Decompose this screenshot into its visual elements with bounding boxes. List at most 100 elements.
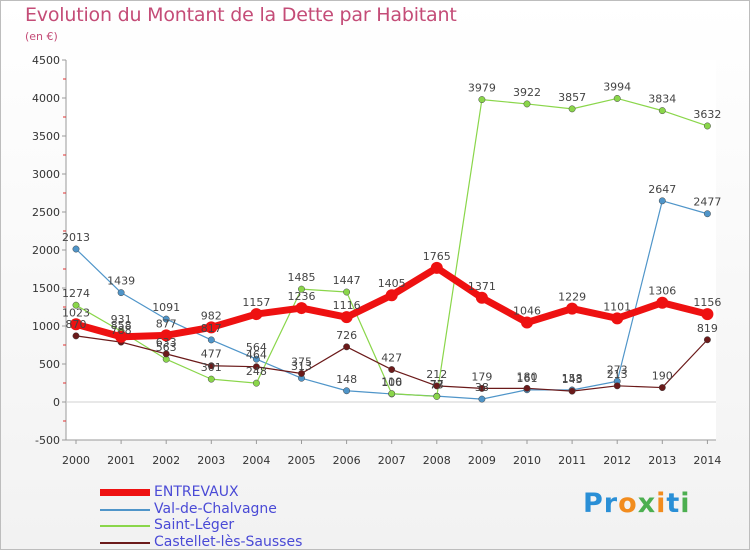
data-point-castellet-l-s-sausses <box>298 370 305 377</box>
data-label-saint-l-ger: 3834 <box>648 93 676 106</box>
data-point-saint-l-ger <box>568 105 576 113</box>
data-label-castellet-l-s-sausses: 180 <box>517 370 538 383</box>
data-point-entrevaux <box>566 302 579 315</box>
data-point-castellet-l-s-sausses <box>703 336 711 344</box>
x-tick-label: 2008 <box>423 454 451 467</box>
data-label-val-de-chalvagne: 2647 <box>648 183 676 196</box>
data-point-saint-l-ger <box>343 288 351 296</box>
y-tick-label: 3000 <box>32 168 60 181</box>
data-point-saint-l-ger <box>388 390 396 398</box>
data-label-val-de-chalvagne: 106 <box>381 376 402 389</box>
data-label-saint-l-ger: 3994 <box>603 80 631 93</box>
data-label-castellet-l-s-sausses: 464 <box>246 349 267 362</box>
data-label-saint-l-ger: 110 <box>381 376 402 389</box>
data-label-castellet-l-s-sausses: 375 <box>291 356 312 369</box>
data-label-saint-l-ger: 3979 <box>468 82 496 95</box>
legend-swatch <box>100 489 150 496</box>
data-label-entrevaux: 1046 <box>513 305 541 318</box>
data-label-val-de-chalvagne: 1091 <box>152 301 180 314</box>
data-label-entrevaux: 1236 <box>288 290 316 303</box>
x-tick-label: 2006 <box>333 454 361 467</box>
data-point-val-de-chalvagne <box>343 387 351 395</box>
data-label-castellet-l-s-sausses: 726 <box>336 329 357 342</box>
logo-letter: r <box>603 488 619 519</box>
y-tick-label: -500 <box>35 434 60 447</box>
data-label-entrevaux: 1156 <box>693 296 721 309</box>
data-label-val-de-chalvagne: 313 <box>291 360 312 373</box>
data-point-saint-l-ger <box>298 285 305 293</box>
data-point-val-de-chalvagne <box>252 355 260 363</box>
data-point-saint-l-ger <box>523 100 531 108</box>
x-tick-label: 2007 <box>378 454 406 467</box>
data-point-castellet-l-s-sausses <box>252 363 260 371</box>
data-label-val-de-chalvagne: 77 <box>430 378 444 391</box>
data-point-saint-l-ger <box>433 393 441 400</box>
data-point-castellet-l-s-sausses <box>568 387 576 395</box>
data-point-saint-l-ger <box>658 107 666 115</box>
x-tick-label: 2010 <box>513 454 541 467</box>
x-tick-label: 2000 <box>62 454 90 467</box>
y-tick-label: 2000 <box>32 244 60 257</box>
data-label-entrevaux: 858 <box>111 319 132 332</box>
data-point-castellet-l-s-sausses <box>162 350 170 358</box>
data-point-castellet-l-s-sausses <box>343 343 351 351</box>
y-tick-label: 500 <box>39 358 60 371</box>
x-tick-label: 2003 <box>197 454 225 467</box>
data-label-castellet-l-s-sausses: 819 <box>697 322 718 335</box>
data-label-castellet-l-s-sausses: 190 <box>652 370 673 383</box>
data-point-saint-l-ger <box>207 375 215 383</box>
x-tick-label: 2009 <box>468 454 496 467</box>
data-point-saint-l-ger <box>478 96 486 104</box>
data-point-entrevaux <box>656 296 669 309</box>
data-point-saint-l-ger <box>252 379 260 387</box>
data-label-castellet-l-s-sausses: 143 <box>562 373 583 386</box>
x-tick-label: 2002 <box>152 454 180 467</box>
data-point-entrevaux <box>115 330 128 343</box>
data-point-entrevaux <box>521 316 533 329</box>
data-label-saint-l-ger: 301 <box>201 361 222 374</box>
data-label-val-de-chalvagne: 38 <box>475 381 489 394</box>
data-label-castellet-l-s-sausses: 788 <box>111 324 132 337</box>
data-label-castellet-l-s-sausses: 179 <box>471 370 492 383</box>
data-label-castellet-l-s-sausses: 427 <box>381 352 402 365</box>
x-tick-label: 2004 <box>242 454 270 467</box>
data-point-val-de-chalvagne <box>658 197 666 205</box>
y-tick-label: 4500 <box>32 54 60 67</box>
data-point-saint-l-ger <box>613 95 621 102</box>
data-point-entrevaux <box>475 291 488 304</box>
legend-label: Saint-Léger <box>154 517 235 533</box>
x-tick-label: 2013 <box>648 454 676 467</box>
data-point-castellet-l-s-sausses <box>523 384 531 392</box>
data-point-entrevaux <box>205 321 218 334</box>
data-label-saint-l-ger: 1447 <box>333 274 361 287</box>
data-label-val-de-chalvagne: 817 <box>201 322 222 335</box>
data-label-castellet-l-s-sausses: 870 <box>66 318 87 331</box>
data-label-castellet-l-s-sausses: 633 <box>156 336 177 349</box>
proxiti-logo: Proxiti <box>583 488 691 519</box>
data-label-val-de-chalvagne: 158 <box>562 372 583 385</box>
legend-label: ENTREVAUX <box>154 484 239 500</box>
x-tick-label: 2005 <box>288 454 316 467</box>
data-label-saint-l-ger: 248 <box>246 365 267 378</box>
data-point-castellet-l-s-sausses <box>72 332 80 340</box>
data-label-saint-l-ger: 3922 <box>513 86 541 99</box>
data-point-saint-l-ger <box>72 301 80 309</box>
data-label-val-de-chalvagne: 1439 <box>107 275 135 288</box>
data-point-entrevaux <box>430 261 443 274</box>
data-point-entrevaux <box>611 312 624 325</box>
y-tick-label: 3500 <box>32 130 60 143</box>
legend-label: Castellet-lès-Sausses <box>154 533 303 550</box>
data-label-entrevaux: 1023 <box>62 306 90 319</box>
data-point-castellet-l-s-sausses <box>207 362 215 370</box>
data-point-val-de-chalvagne <box>478 395 486 403</box>
x-tick-label: 2012 <box>603 454 631 467</box>
data-label-saint-l-ger: 1274 <box>62 287 90 300</box>
data-point-castellet-l-s-sausses <box>658 384 666 392</box>
data-point-entrevaux <box>385 289 398 302</box>
data-point-castellet-l-s-sausses <box>478 384 486 392</box>
data-point-entrevaux <box>295 302 308 315</box>
chart-unit-label: (en €) <box>25 30 58 43</box>
data-label-saint-l-ger: 931 <box>111 313 132 326</box>
data-label-saint-l-ger: 3857 <box>558 91 586 104</box>
